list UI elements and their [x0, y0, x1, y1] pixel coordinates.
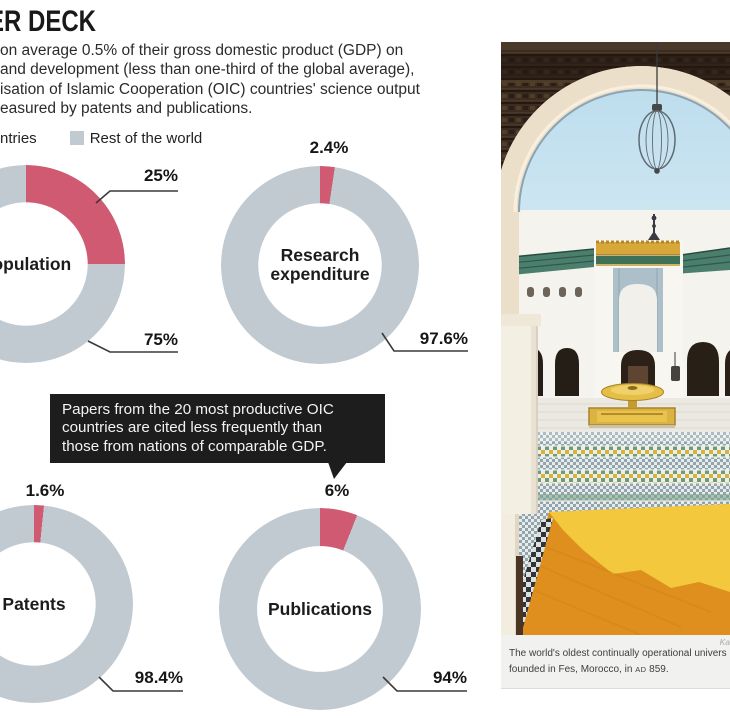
photo-credit-fragment: Ka	[719, 637, 730, 647]
percent-label-population-rest: 75%	[143, 330, 178, 349]
caption-line-2: founded in Fes, Morocco, in AD 859.	[509, 664, 669, 675]
carpet	[513, 504, 730, 635]
caption-line-1: The world's oldest continually operation…	[509, 648, 727, 659]
percent-label-patents-rest: 98.4%	[134, 668, 183, 687]
gold-crest	[596, 242, 680, 255]
arcade-arch	[555, 348, 579, 396]
horseshoe-arch	[501, 66, 730, 374]
chart-legend: ntries Rest of the world	[0, 129, 203, 147]
percent-label-research-rest: 97.6%	[419, 329, 468, 348]
intro-line: on average 0.5% of their gross domestic …	[0, 42, 404, 59]
intro-line: and development (less than one-third of …	[0, 61, 415, 79]
hanging-lantern	[638, 42, 676, 174]
courtyard-floor	[501, 383, 730, 434]
photo-caption: Ka The world's oldest continually operat…	[501, 635, 730, 689]
percent-label-population-oic: 25%	[143, 166, 178, 185]
donut-chart-population: Population	[0, 165, 125, 363]
legend-rest-swatch	[69, 131, 84, 145]
percent-label-publications-oic: 6%	[324, 481, 350, 500]
donut-center-label: Patents	[2, 593, 66, 614]
page-title: ER DECK	[0, 5, 97, 38]
intro-line: easured by patents and publications.	[0, 99, 253, 117]
percent-label-patents-oic: 1.6%	[25, 481, 65, 500]
callout-box: Papers from the 20 most productive OIC c…	[50, 394, 385, 464]
donut-chart-publications: Publications	[219, 508, 421, 710]
donut-ring	[221, 166, 419, 364]
intro-paragraph: on average 0.5% of their gross domestic …	[0, 41, 472, 118]
courtyard-photo	[501, 42, 730, 635]
donut-chart-patents: Patents	[0, 505, 133, 703]
donut-ring	[219, 508, 421, 710]
facade	[501, 210, 730, 400]
sunlit-carpet	[549, 504, 730, 592]
infographic-panel: ER DECK on average 0.5% of their gross d…	[0, 5, 472, 710]
legend-rest-label: Rest of the world	[89, 129, 203, 147]
callout-line: countries are cited less frequently than	[62, 419, 323, 437]
donut-chart-research-expenditure: Research expenditure	[221, 166, 419, 364]
spire	[648, 214, 660, 240]
callout-tail	[328, 462, 347, 479]
donut-center-label: Publications	[267, 598, 373, 619]
intro-line: isation of Islamic Cooperation (OIC) cou…	[0, 80, 420, 98]
percent-label-research-oic: 2.4%	[309, 138, 349, 157]
fountain	[588, 383, 676, 428]
callout-line: those from nations of comparable GDP.	[62, 437, 327, 455]
courtyard-photo-illustration	[501, 42, 730, 635]
mosaic-floor	[501, 432, 730, 514]
legend-oic-label-fragment: ntries	[0, 129, 37, 147]
arch-column	[501, 314, 541, 635]
percent-label-publications-rest: 94%	[432, 668, 467, 687]
callout-line: Papers from the 20 most productive OIC	[62, 401, 334, 418]
portal-lantern	[671, 366, 680, 381]
donut-center-label: Research expenditure	[270, 245, 370, 284]
arcade-arch	[687, 342, 719, 396]
donut-center-label: Population	[0, 253, 72, 274]
